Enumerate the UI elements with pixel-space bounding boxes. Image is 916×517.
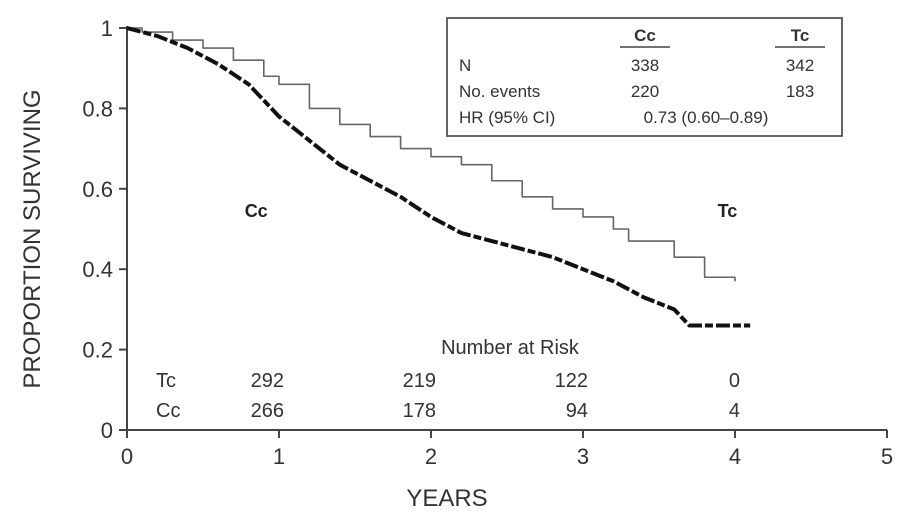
risk-value: 292: [251, 370, 284, 392]
x-axis-title: YEARS: [406, 485, 487, 512]
survival-curves: [126, 26, 751, 328]
curve-label-cc: Cc: [245, 201, 268, 221]
series-tc-line: [127, 27, 736, 282]
stats-cc-value: 220: [631, 82, 659, 101]
x-tick-label: 0: [121, 444, 133, 469]
y-tick-label: 0.6: [82, 177, 113, 202]
y-tick-label: 0: [101, 418, 113, 443]
risk-value: 122: [555, 370, 588, 392]
x-tick-label: 1: [273, 444, 285, 469]
y-tick-label: 0.8: [82, 96, 113, 121]
stats-box: Cc Tc N 338 342 No. events 220 183 HR (95% CI) 0.…: [446, 17, 843, 137]
stats-row-label: N: [459, 56, 471, 75]
curve-labels: Cc Tc: [245, 201, 738, 221]
risk-value: 266: [251, 400, 284, 422]
risk-value: 178: [403, 400, 436, 422]
risk-table: Number at Risk Tc 292 219 122 0 Cc 266 178 94 4: [156, 337, 740, 422]
axes: 0 1 2 3 4 5 0 0.2 0.4 0.6 0.8 1 YEARS PROPORTION SURV…: [19, 16, 893, 512]
stats-row-label: No. events: [459, 82, 540, 101]
curve-label-tc: Tc: [718, 201, 738, 221]
x-tick-label: 4: [729, 444, 741, 469]
y-tick-label: 0.2: [82, 338, 113, 363]
risk-value: 219: [403, 370, 436, 392]
risk-value: 0: [729, 370, 740, 392]
stats-row-label: HR (95% CI): [459, 108, 555, 127]
y-axis-title: PROPORTION SURVIVING: [19, 89, 46, 388]
risk-value: 94: [566, 400, 588, 422]
stats-box-frame: [446, 17, 843, 137]
series-cc-line: [126, 26, 751, 328]
stats-hr-value: 0.73 (0.60–0.89): [644, 108, 769, 127]
risk-row-label: Tc: [156, 370, 176, 392]
stats-header-tc: Tc: [791, 26, 810, 45]
x-tick-label: 3: [577, 444, 589, 469]
x-tick-label: 5: [881, 444, 893, 469]
y-tick-label: 1: [101, 16, 113, 41]
risk-table-title: Number at Risk: [441, 337, 580, 359]
risk-row-label: Cc: [156, 400, 180, 422]
y-tick-label: 0.4: [82, 257, 113, 282]
x-tick-label: 2: [425, 444, 437, 469]
risk-value: 4: [729, 400, 740, 422]
stats-cc-value: 338: [631, 56, 659, 75]
stats-tc-value: 342: [786, 56, 814, 75]
stats-tc-value: 183: [786, 82, 814, 101]
stats-header-cc: Cc: [634, 26, 656, 45]
